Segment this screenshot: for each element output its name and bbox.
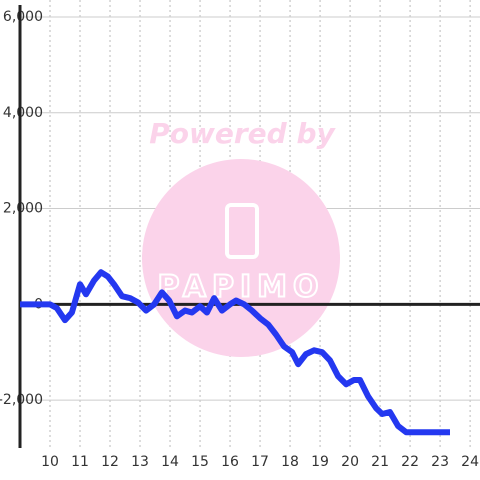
- y-tick-label: 2,000: [3, 201, 43, 217]
- watermark-text: Powered by: [149, 117, 336, 150]
- x-tick-label: 10: [41, 454, 59, 470]
- x-tick-label: 16: [221, 454, 239, 470]
- y-tick-label: 6,000: [3, 9, 43, 25]
- x-tick-label: 18: [281, 454, 299, 470]
- watermark: Powered by PAPIMO: [142, 117, 340, 357]
- x-tick-label: 15: [191, 454, 209, 470]
- x-tick-label: 21: [371, 454, 389, 470]
- x-tick-label: 22: [401, 454, 419, 470]
- y-tick-label: 4,000: [3, 105, 43, 121]
- x-tick-label: 24: [461, 454, 479, 470]
- x-tick-label: 11: [71, 454, 89, 470]
- x-tick-label: 19: [311, 454, 329, 470]
- x-tick-label: 23: [431, 454, 449, 470]
- watermark-logo: PAPIMO: [158, 270, 325, 305]
- x-tick-label: 13: [131, 454, 149, 470]
- x-tick-label: 20: [341, 454, 359, 470]
- watermark-icon: [225, 203, 259, 259]
- x-tick-label: 12: [101, 454, 119, 470]
- x-tick-label: 17: [251, 454, 269, 470]
- data-line: [20, 269, 450, 436]
- x-tick-label: 14: [161, 454, 179, 470]
